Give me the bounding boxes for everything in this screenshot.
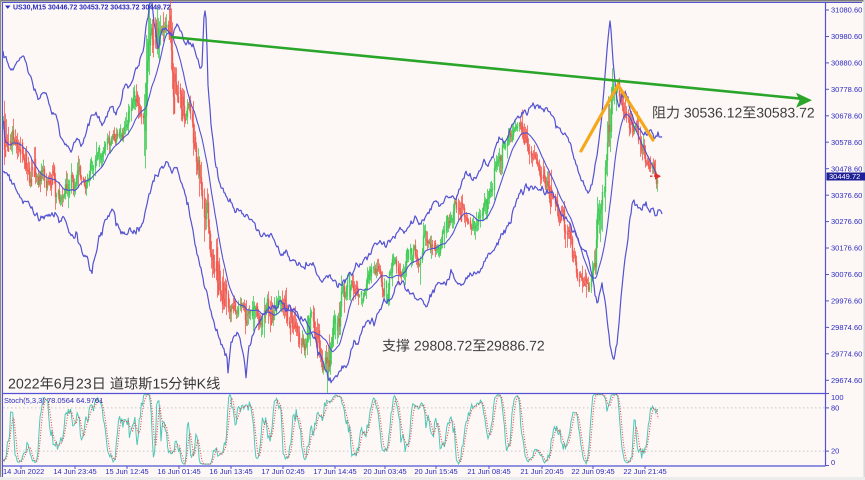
svg-text:17 Jun 02:45: 17 Jun 02:45 [261,467,304,476]
svg-text:30778.60: 30778.60 [831,85,862,94]
svg-text:16 Jun 01:45: 16 Jun 01:45 [157,467,200,476]
svg-text:14 Jun 2022: 14 Jun 2022 [3,467,44,476]
svg-text:14 Jun 23:45: 14 Jun 23:45 [53,467,96,476]
svg-text:22 Jun 09:45: 22 Jun 09:45 [571,467,614,476]
svg-text:30578.60: 30578.60 [831,138,862,147]
svg-text:21 Jun 20:45: 21 Jun 20:45 [520,467,563,476]
svg-text:29674.60: 29674.60 [831,376,862,385]
svg-text:29976.60: 29976.60 [831,297,862,306]
svg-text:30376.60: 30376.60 [831,191,862,200]
svg-text:100: 100 [831,393,844,402]
svg-text:30880.60: 30880.60 [831,59,862,68]
svg-text:20 Jun 03:45: 20 Jun 03:45 [363,467,406,476]
svg-text:21 Jun 08:45: 21 Jun 08:45 [467,467,510,476]
svg-text:30076.60: 30076.60 [831,270,862,279]
svg-text:22 Jun 21:45: 22 Jun 21:45 [623,467,666,476]
svg-text:30276.60: 30276.60 [831,217,862,226]
svg-text:29774.60: 29774.60 [831,349,862,358]
svg-text:15 Jun 12:45: 15 Jun 12:45 [105,467,148,476]
svg-text:31080.60: 31080.60 [831,6,862,15]
svg-text:30678.60: 30678.60 [831,111,862,120]
svg-text:0: 0 [831,458,835,467]
svg-text:17 Jun 14:45: 17 Jun 14:45 [313,467,356,476]
svg-text:20 Jun 15:45: 20 Jun 15:45 [414,467,457,476]
svg-text:30176.60: 30176.60 [831,244,862,253]
svg-text:16 Jun 13:45: 16 Jun 13:45 [209,467,252,476]
svg-text:US30,M15 30446.72 30453.72 30: US30,M15 30446.72 30453.72 30433.72 3044… [13,5,171,12]
svg-text:80: 80 [831,404,839,413]
svg-text:30478.60: 30478.60 [831,164,862,173]
svg-text:Stoch(5,3,3) 78.0564 64.9761: Stoch(5,3,3) 78.0564 64.9761 [4,396,103,405]
svg-text:30980.60: 30980.60 [831,32,862,41]
svg-text:20: 20 [831,447,839,456]
svg-text:29874.60: 29874.60 [831,323,862,332]
svg-text:30449.72: 30449.72 [829,172,860,181]
